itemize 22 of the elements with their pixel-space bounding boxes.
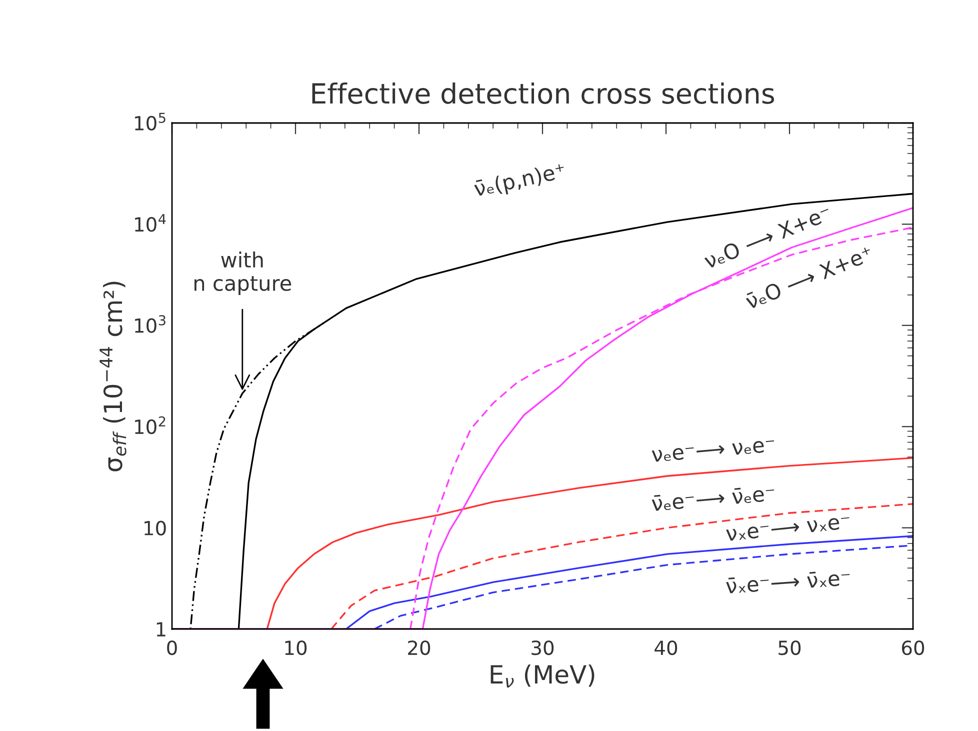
x-tick-label: 0	[167, 640, 177, 656]
y-axis-title: σ$_{eff}$ (10$^{−44}$ cm²)	[100, 282, 126, 472]
series-label: νₑe⁻⟶ νₑe⁻	[652, 440, 775, 462]
annotation: with n capture	[194, 252, 292, 296]
x-tick-label: 20	[408, 640, 430, 656]
text: ν̄ₑ(p,n)e⁺	[473, 162, 567, 201]
y-tick-label: 10$^{2}$	[135, 416, 166, 434]
x-axis-title: E$_{ν}$ (MeV)	[490, 664, 594, 688]
x-tick-label: 60	[902, 640, 924, 656]
x-tick-label: 10	[285, 640, 307, 656]
x-tick-label: 30	[532, 640, 554, 656]
x-tick-label: 40	[654, 640, 678, 656]
series-label: ν̄ₑe⁻⟶ ν̄ₑe⁻	[651, 484, 775, 512]
x-tick-label: 50	[778, 640, 801, 656]
y-tick-label: 10$^{5}$	[135, 112, 166, 131]
y-tick-label: 10$^{4}$	[135, 214, 166, 232]
text: νₓe⁻⟶ νₓe⁻	[726, 516, 850, 542]
chart-title: Effective detection cross sections	[312, 82, 774, 104]
y-tick-label: 10$^{3}$	[135, 315, 166, 333]
y-tick-label: 1	[156, 622, 166, 636]
y-tick-label: 10	[144, 520, 166, 536]
series-label: ν̄ₓe⁻⟶ ν̄ₓe⁻	[726, 569, 850, 594]
